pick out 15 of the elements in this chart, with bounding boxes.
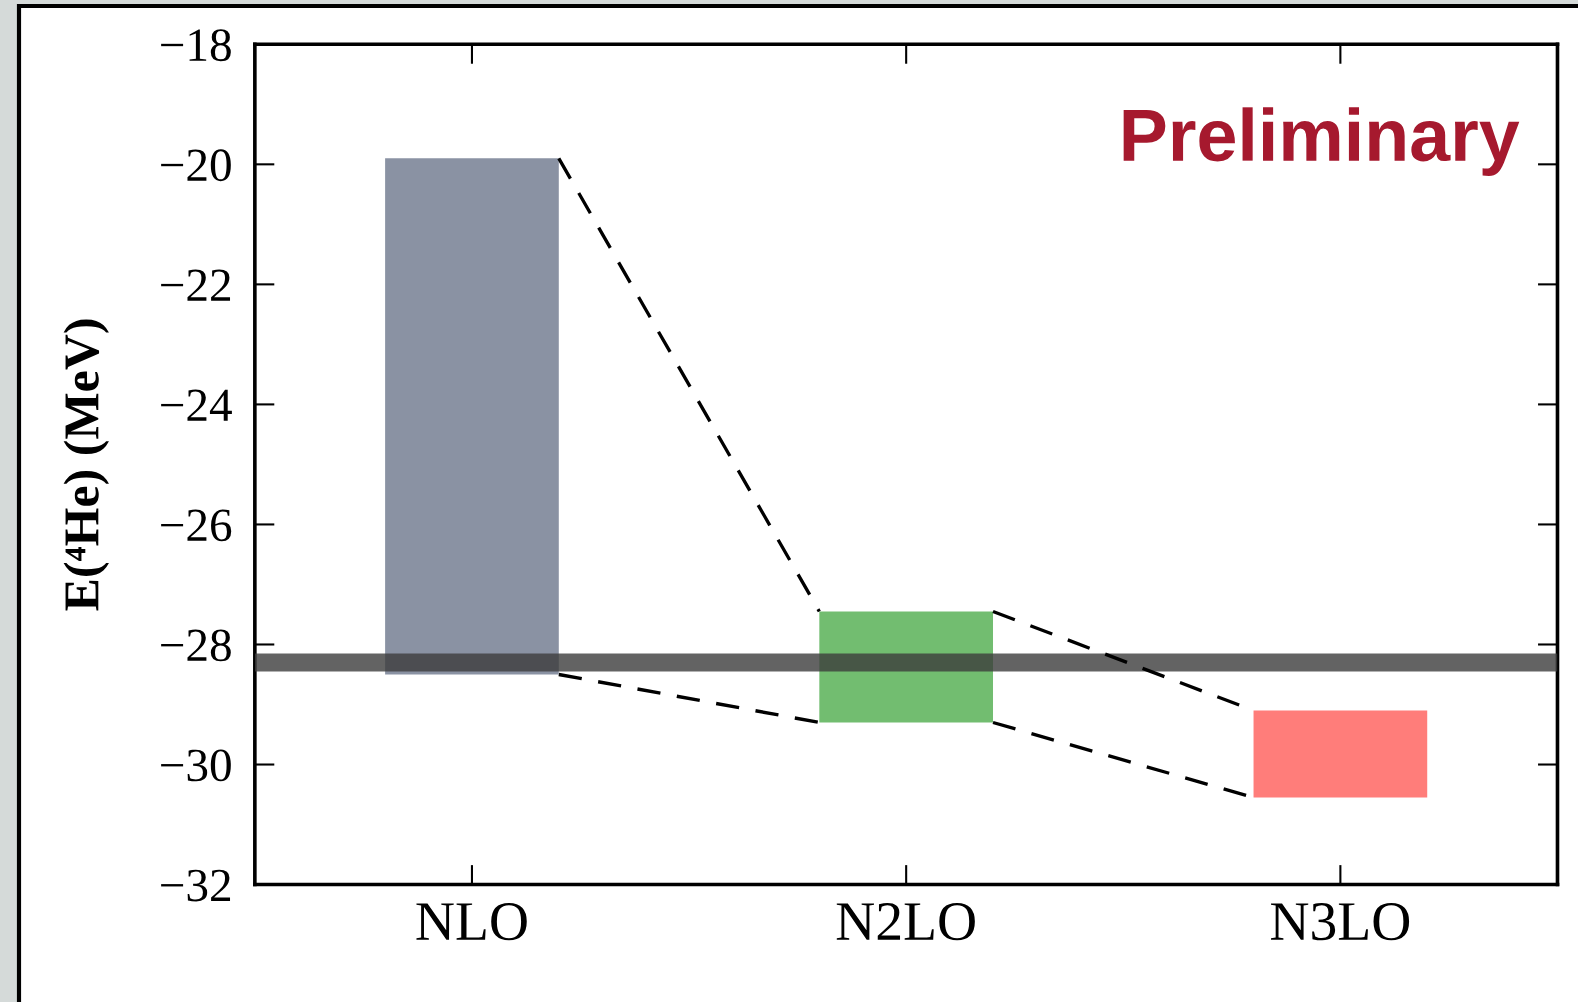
bar (385, 158, 559, 675)
y-tick-label: −30 (161, 749, 231, 782)
y-tick-label: −24 (161, 389, 232, 421)
y-tick-label: −28 (161, 629, 231, 662)
x-tick-label: NLO (416, 902, 527, 941)
y-tick-label: −22 (161, 269, 231, 301)
annotation: Preliminary (1123, 107, 1520, 176)
x-tick-label: N3LO (1271, 902, 1410, 941)
y-tick-label: −26 (161, 509, 232, 542)
y-tick-label: −20 (161, 149, 231, 182)
bar (1253, 710, 1428, 798)
y-tick-label: −32 (161, 869, 231, 902)
y-axis-title: E(⁴He) (MeV) (63, 319, 109, 611)
x-tick-label: N2LO (836, 902, 975, 941)
y-tick-label: −18 (161, 29, 231, 62)
